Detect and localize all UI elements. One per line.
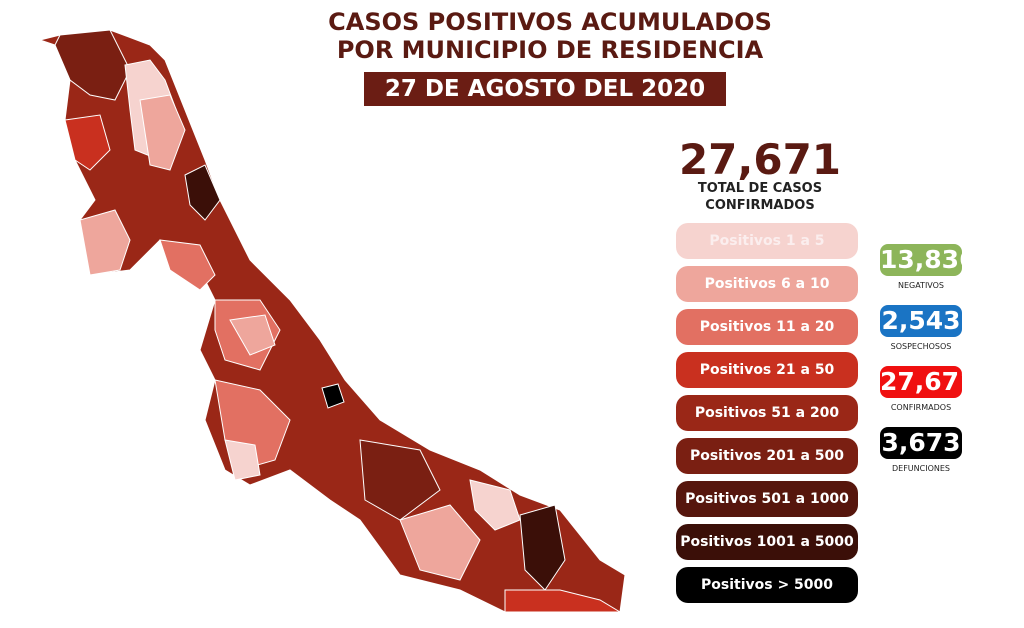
- stat-label: NEGATIVOS: [897, 281, 945, 290]
- region-west-light: [79, 209, 131, 276]
- region-north: [54, 29, 131, 101]
- region-south-light: [399, 504, 481, 581]
- region-center-light: [229, 314, 276, 356]
- region-southeast-dark: [519, 504, 566, 591]
- region-southeast: [504, 589, 622, 613]
- region-south-pale: [469, 479, 521, 531]
- title-line-2: POR MUNICIPIO DE RESIDENCIA: [336, 36, 764, 64]
- legend-item: Positivos 6 a 10: [676, 266, 858, 302]
- region-south-center: [359, 439, 441, 521]
- stat-label: DEFUNCIONES: [891, 464, 950, 473]
- total-cases-value: 27,671: [678, 135, 842, 184]
- legend-item: Positivos 1 a 5: [676, 223, 858, 259]
- region-north-mid: [139, 94, 186, 171]
- legend-item: Positivos 201 a 500: [676, 438, 858, 474]
- region-coast1: [184, 164, 221, 221]
- legend-item: Positivos 21 a 50: [676, 352, 858, 388]
- region-west: [64, 114, 111, 171]
- stat-label: SOSPECHOSOS: [890, 342, 952, 351]
- region-mid-light: [159, 239, 216, 291]
- stat-label: CONFIRMADOS: [890, 403, 952, 412]
- legend-item: Positivos 51 a 200: [676, 395, 858, 431]
- total-label-line-1: TOTAL DE CASOS: [697, 181, 823, 196]
- region-south-west-light: [224, 439, 261, 481]
- legend-item: Positivos 501 a 1000: [676, 481, 858, 517]
- stat-value: 27,671: [880, 366, 977, 398]
- stat-value: 3,673: [880, 427, 962, 459]
- stat-value: 2,543: [880, 305, 962, 337]
- legend-item: Positivos 11 a 20: [676, 309, 858, 345]
- total-cases-label: TOTAL DE CASOS CONFIRMADOS: [660, 180, 860, 214]
- total-label-line-2: CONFIRMADOS: [705, 198, 815, 213]
- date-banner: 27 DE AGOSTO DEL 2020: [364, 72, 726, 106]
- legend-item: Positivos > 5000: [676, 567, 858, 603]
- region-port: [321, 383, 345, 409]
- title-line-1: CASOS POSITIVOS ACUMULADOS: [328, 8, 772, 36]
- legend-item: Positivos 1001 a 5000: [676, 524, 858, 560]
- stat-value: 13,836: [880, 244, 977, 276]
